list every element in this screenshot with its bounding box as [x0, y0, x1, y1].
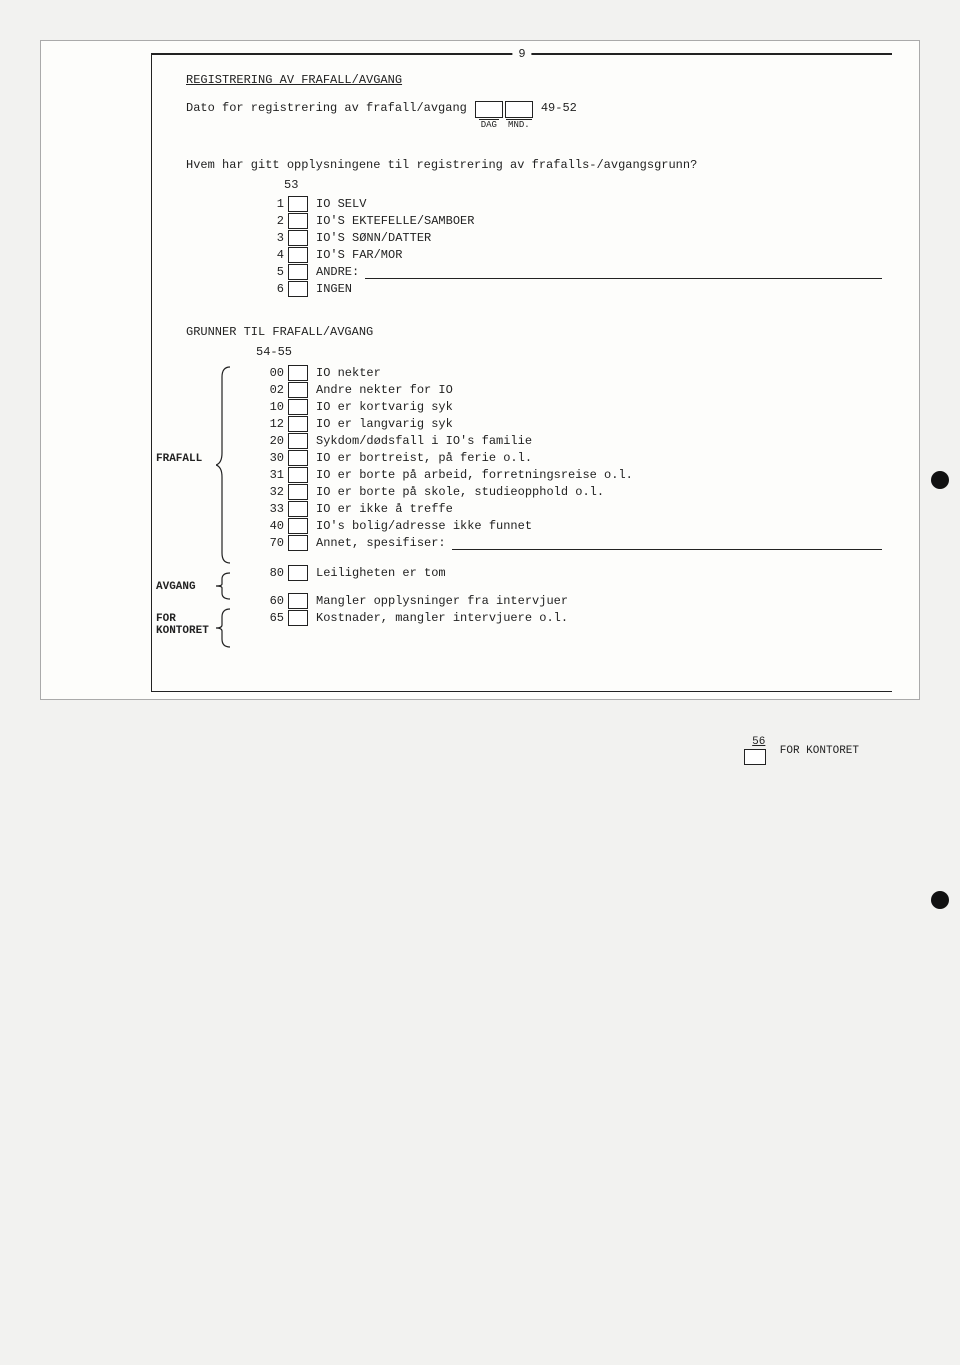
- reason-option: 02Andre nekter for IO: [254, 382, 882, 398]
- checkbox[interactable]: [288, 433, 308, 449]
- checkbox[interactable]: [288, 264, 308, 280]
- checkbox[interactable]: [288, 365, 308, 381]
- checkbox[interactable]: [288, 213, 308, 229]
- checkbox[interactable]: [288, 610, 308, 626]
- date-sublabel-mnd: MND.: [506, 119, 532, 130]
- checkbox[interactable]: [288, 501, 308, 517]
- footer-checkbox[interactable]: [744, 749, 766, 765]
- who-option: 5ANDRE:: [254, 264, 882, 280]
- group-avgang: AVGANG: [156, 581, 196, 593]
- date-boxes: DAG MND. 49-52: [475, 101, 577, 130]
- reason-option: 70Annet, spesifiser:: [254, 535, 882, 551]
- reason-option: 32IO er borte på skole, studieopphold o.…: [254, 484, 882, 500]
- reason-option: 10IO er kortvarig syk: [254, 399, 882, 415]
- avgang-options: 80Leiligheten er tom: [186, 565, 882, 581]
- date-sublabel-dag: DAG: [479, 119, 499, 130]
- reason-option: 60Mangler opplysninger fra intervjuer: [254, 593, 882, 609]
- footer-number: 56: [752, 736, 765, 748]
- footer-label: FOR KONTORET: [780, 745, 859, 757]
- date-range: 49-52: [541, 101, 577, 115]
- who-options: 1IO SELV 2IO'S EKTEFELLE/SAMBOER 3IO'S S…: [186, 196, 882, 297]
- reason-option: 80Leiligheten er tom: [254, 565, 882, 581]
- reason-option: 33IO er ikke å treffe: [254, 501, 882, 517]
- punch-hole-icon: [931, 471, 949, 489]
- reasons-col-header: 54-55: [256, 345, 882, 359]
- who-option: 6INGEN: [254, 281, 882, 297]
- punch-hole-icon: [931, 891, 949, 909]
- reason-option: 12IO er langvarig syk: [254, 416, 882, 432]
- reason-option: 30IO er bortreist, på ferie o.l.: [254, 450, 882, 466]
- form-content: REGISTRERING AV FRAFALL/AVGANG Dato for …: [152, 55, 892, 636]
- checkbox[interactable]: [288, 247, 308, 263]
- group-kontor: FOR KONTORET: [156, 613, 209, 637]
- who-option: 2IO'S EKTEFELLE/SAMBOER: [254, 213, 882, 229]
- checkbox[interactable]: [288, 484, 308, 500]
- checkbox[interactable]: [288, 382, 308, 398]
- reasons-block: FRAFALL 00IO nekter 02Andre nekter for I…: [186, 365, 882, 626]
- frafall-options: 00IO nekter 02Andre nekter for IO 10IO e…: [186, 365, 882, 551]
- checkbox[interactable]: [288, 230, 308, 246]
- reason-option: 31IO er borte på arbeid, forretningsreis…: [254, 467, 882, 483]
- checkbox[interactable]: [288, 518, 308, 534]
- scanned-page: 9 REGISTRERING AV FRAFALL/AVGANG Dato fo…: [40, 40, 920, 700]
- checkbox[interactable]: [288, 196, 308, 212]
- who-col-header: 53: [284, 178, 882, 192]
- section-title: REGISTRERING AV FRAFALL/AVGANG: [186, 73, 882, 87]
- checkbox[interactable]: [288, 281, 308, 297]
- who-option: 4IO'S FAR/MOR: [254, 247, 882, 263]
- write-in-line[interactable]: [452, 537, 882, 550]
- reasons-title: GRUNNER TIL FRAFALL/AVGANG: [186, 325, 882, 339]
- reason-option: 40IO's bolig/adresse ikke funnet: [254, 518, 882, 534]
- checkbox[interactable]: [288, 593, 308, 609]
- checkbox[interactable]: [288, 416, 308, 432]
- date-row: Dato for registrering av frafall/avgang …: [186, 101, 882, 130]
- checkbox[interactable]: [288, 535, 308, 551]
- checkbox[interactable]: [288, 399, 308, 415]
- date-box-mnd[interactable]: [505, 101, 533, 118]
- write-in-line[interactable]: [365, 266, 882, 279]
- date-label: Dato for registrering av frafall/avgang: [186, 101, 467, 115]
- who-option: 3IO'S SØNN/DATTER: [254, 230, 882, 246]
- kontor-options: 60Mangler opplysninger fra intervjuer 65…: [186, 593, 882, 626]
- group-frafall: FRAFALL: [156, 453, 202, 465]
- who-option: 1IO SELV: [254, 196, 882, 212]
- checkbox[interactable]: [288, 450, 308, 466]
- who-question: Hvem har gitt opplysningene til registre…: [186, 158, 882, 172]
- reason-option: 00IO nekter: [254, 365, 882, 381]
- checkbox[interactable]: [288, 467, 308, 483]
- form-frame: 9 REGISTRERING AV FRAFALL/AVGANG Dato fo…: [151, 53, 892, 692]
- checkbox[interactable]: [288, 565, 308, 581]
- footer-box: 56 FOR KONTORET: [744, 736, 859, 765]
- reason-option: 20Sykdom/dødsfall i IO's familie: [254, 433, 882, 449]
- date-box-dag[interactable]: [475, 101, 503, 118]
- reason-option: 65Kostnader, mangler intervjuere o.l.: [254, 610, 882, 626]
